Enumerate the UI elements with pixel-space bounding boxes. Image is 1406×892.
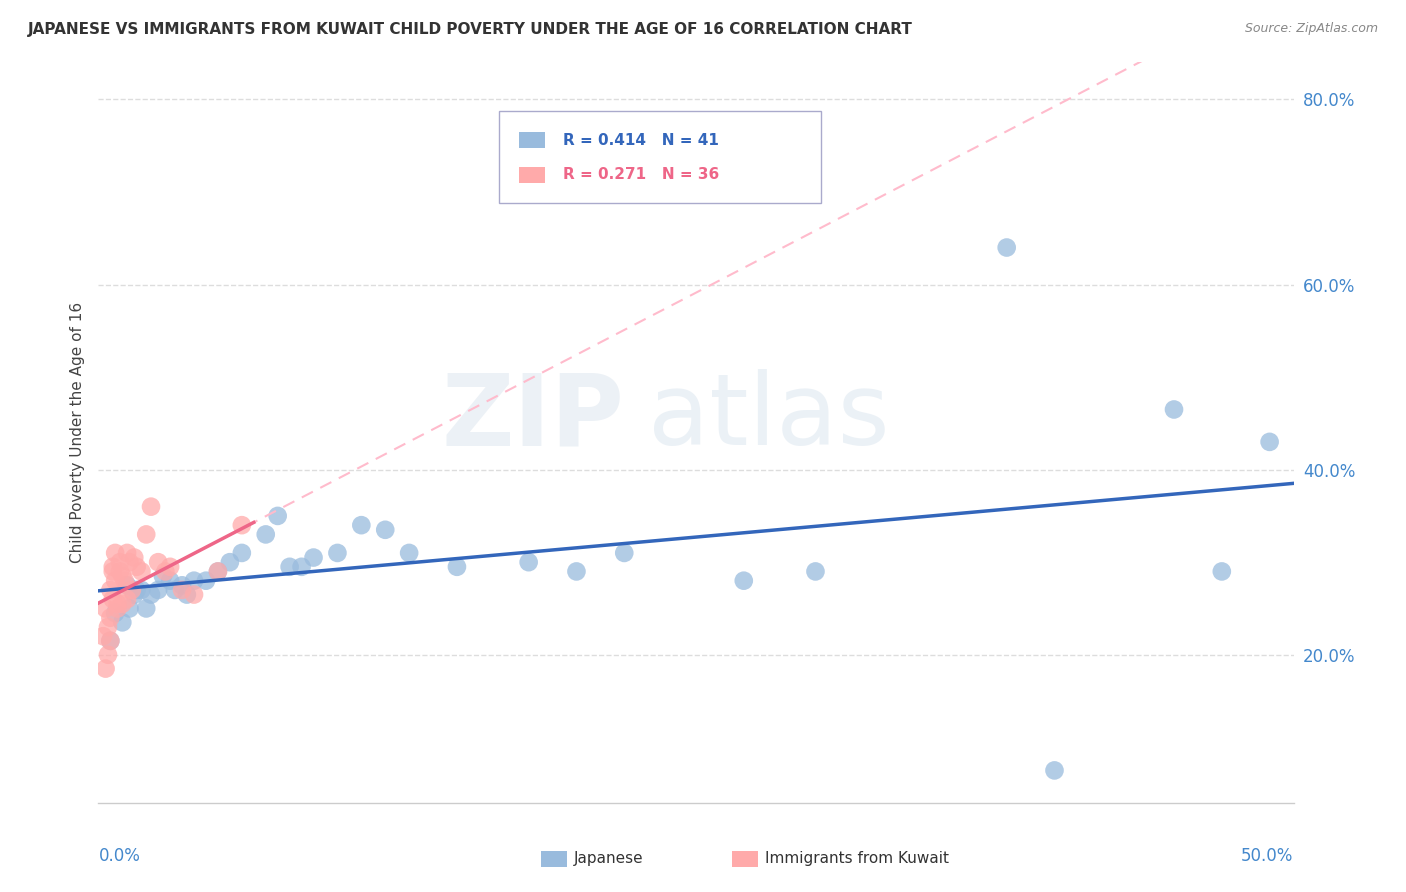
Point xyxy=(108,555,131,569)
Point xyxy=(107,597,129,611)
Point xyxy=(172,582,194,597)
Point xyxy=(565,565,588,579)
Text: ZIP: ZIP xyxy=(441,369,624,467)
Point xyxy=(101,559,124,574)
Point xyxy=(148,555,170,569)
Point xyxy=(163,582,186,597)
Point xyxy=(97,648,120,662)
Point xyxy=(152,569,174,583)
Point xyxy=(131,582,153,597)
Text: 0.0%: 0.0% xyxy=(98,847,141,865)
Point xyxy=(115,546,138,560)
Point xyxy=(104,606,127,620)
Point xyxy=(446,559,468,574)
Bar xyxy=(519,167,546,183)
Point xyxy=(155,565,177,579)
Point xyxy=(267,508,290,523)
Point xyxy=(995,240,1018,254)
Text: R = 0.271   N = 36: R = 0.271 N = 36 xyxy=(564,168,720,183)
Point xyxy=(139,500,162,514)
Point xyxy=(195,574,218,588)
Point xyxy=(101,565,124,579)
Point xyxy=(111,615,134,630)
Point xyxy=(131,565,153,579)
Point xyxy=(114,574,136,588)
Point xyxy=(125,559,148,574)
Point xyxy=(124,550,146,565)
Point xyxy=(118,601,141,615)
Y-axis label: Child Poverty Under the Age of 16: Child Poverty Under the Age of 16 xyxy=(69,302,84,563)
Point xyxy=(350,518,373,533)
Point xyxy=(398,546,420,560)
Point xyxy=(97,620,120,634)
Point xyxy=(613,546,636,560)
Bar xyxy=(541,851,567,867)
Point xyxy=(159,574,181,588)
FancyBboxPatch shape xyxy=(499,111,821,203)
Point xyxy=(107,601,129,615)
Point xyxy=(104,546,127,560)
Point xyxy=(98,633,122,648)
Point xyxy=(98,633,122,648)
Text: Japanese: Japanese xyxy=(574,851,644,866)
Point xyxy=(91,629,114,643)
Text: atlas: atlas xyxy=(648,369,890,467)
Point xyxy=(804,565,827,579)
Point xyxy=(121,582,143,597)
Point xyxy=(115,592,138,607)
Point xyxy=(118,555,141,569)
Point xyxy=(733,574,755,588)
Point xyxy=(231,518,253,533)
Point xyxy=(148,582,170,597)
Point xyxy=(278,559,301,574)
Point xyxy=(1163,402,1185,417)
Point xyxy=(124,588,146,602)
Point xyxy=(98,610,122,624)
Text: Immigrants from Kuwait: Immigrants from Kuwait xyxy=(765,851,949,866)
Point xyxy=(1258,434,1281,449)
Point xyxy=(159,559,181,574)
Point xyxy=(176,588,198,602)
Point xyxy=(98,582,122,597)
Text: R = 0.414   N = 41: R = 0.414 N = 41 xyxy=(564,133,720,148)
Point xyxy=(139,588,162,602)
Point xyxy=(374,523,396,537)
Point xyxy=(111,569,134,583)
Point xyxy=(135,527,157,541)
Point xyxy=(291,559,314,574)
Point xyxy=(135,601,157,615)
Point xyxy=(326,546,349,560)
Point xyxy=(207,565,229,579)
Point xyxy=(254,527,277,541)
Bar xyxy=(519,132,546,148)
Point xyxy=(94,601,117,615)
Bar xyxy=(733,851,758,867)
Point xyxy=(183,574,205,588)
Point xyxy=(94,662,117,676)
Point xyxy=(101,592,124,607)
Point xyxy=(231,546,253,560)
Point xyxy=(111,597,134,611)
Text: 50.0%: 50.0% xyxy=(1241,847,1294,865)
Point xyxy=(183,588,205,602)
Point xyxy=(207,565,229,579)
Point xyxy=(104,574,127,588)
Text: JAPANESE VS IMMIGRANTS FROM KUWAIT CHILD POVERTY UNDER THE AGE OF 16 CORRELATION: JAPANESE VS IMMIGRANTS FROM KUWAIT CHILD… xyxy=(28,22,912,37)
Point xyxy=(1043,764,1066,778)
Point xyxy=(108,565,131,579)
Point xyxy=(517,555,540,569)
Point xyxy=(1211,565,1233,579)
Text: Source: ZipAtlas.com: Source: ZipAtlas.com xyxy=(1244,22,1378,36)
Point xyxy=(219,555,242,569)
Point xyxy=(125,582,148,597)
Point xyxy=(172,578,194,592)
Point xyxy=(115,578,138,592)
Point xyxy=(302,550,325,565)
